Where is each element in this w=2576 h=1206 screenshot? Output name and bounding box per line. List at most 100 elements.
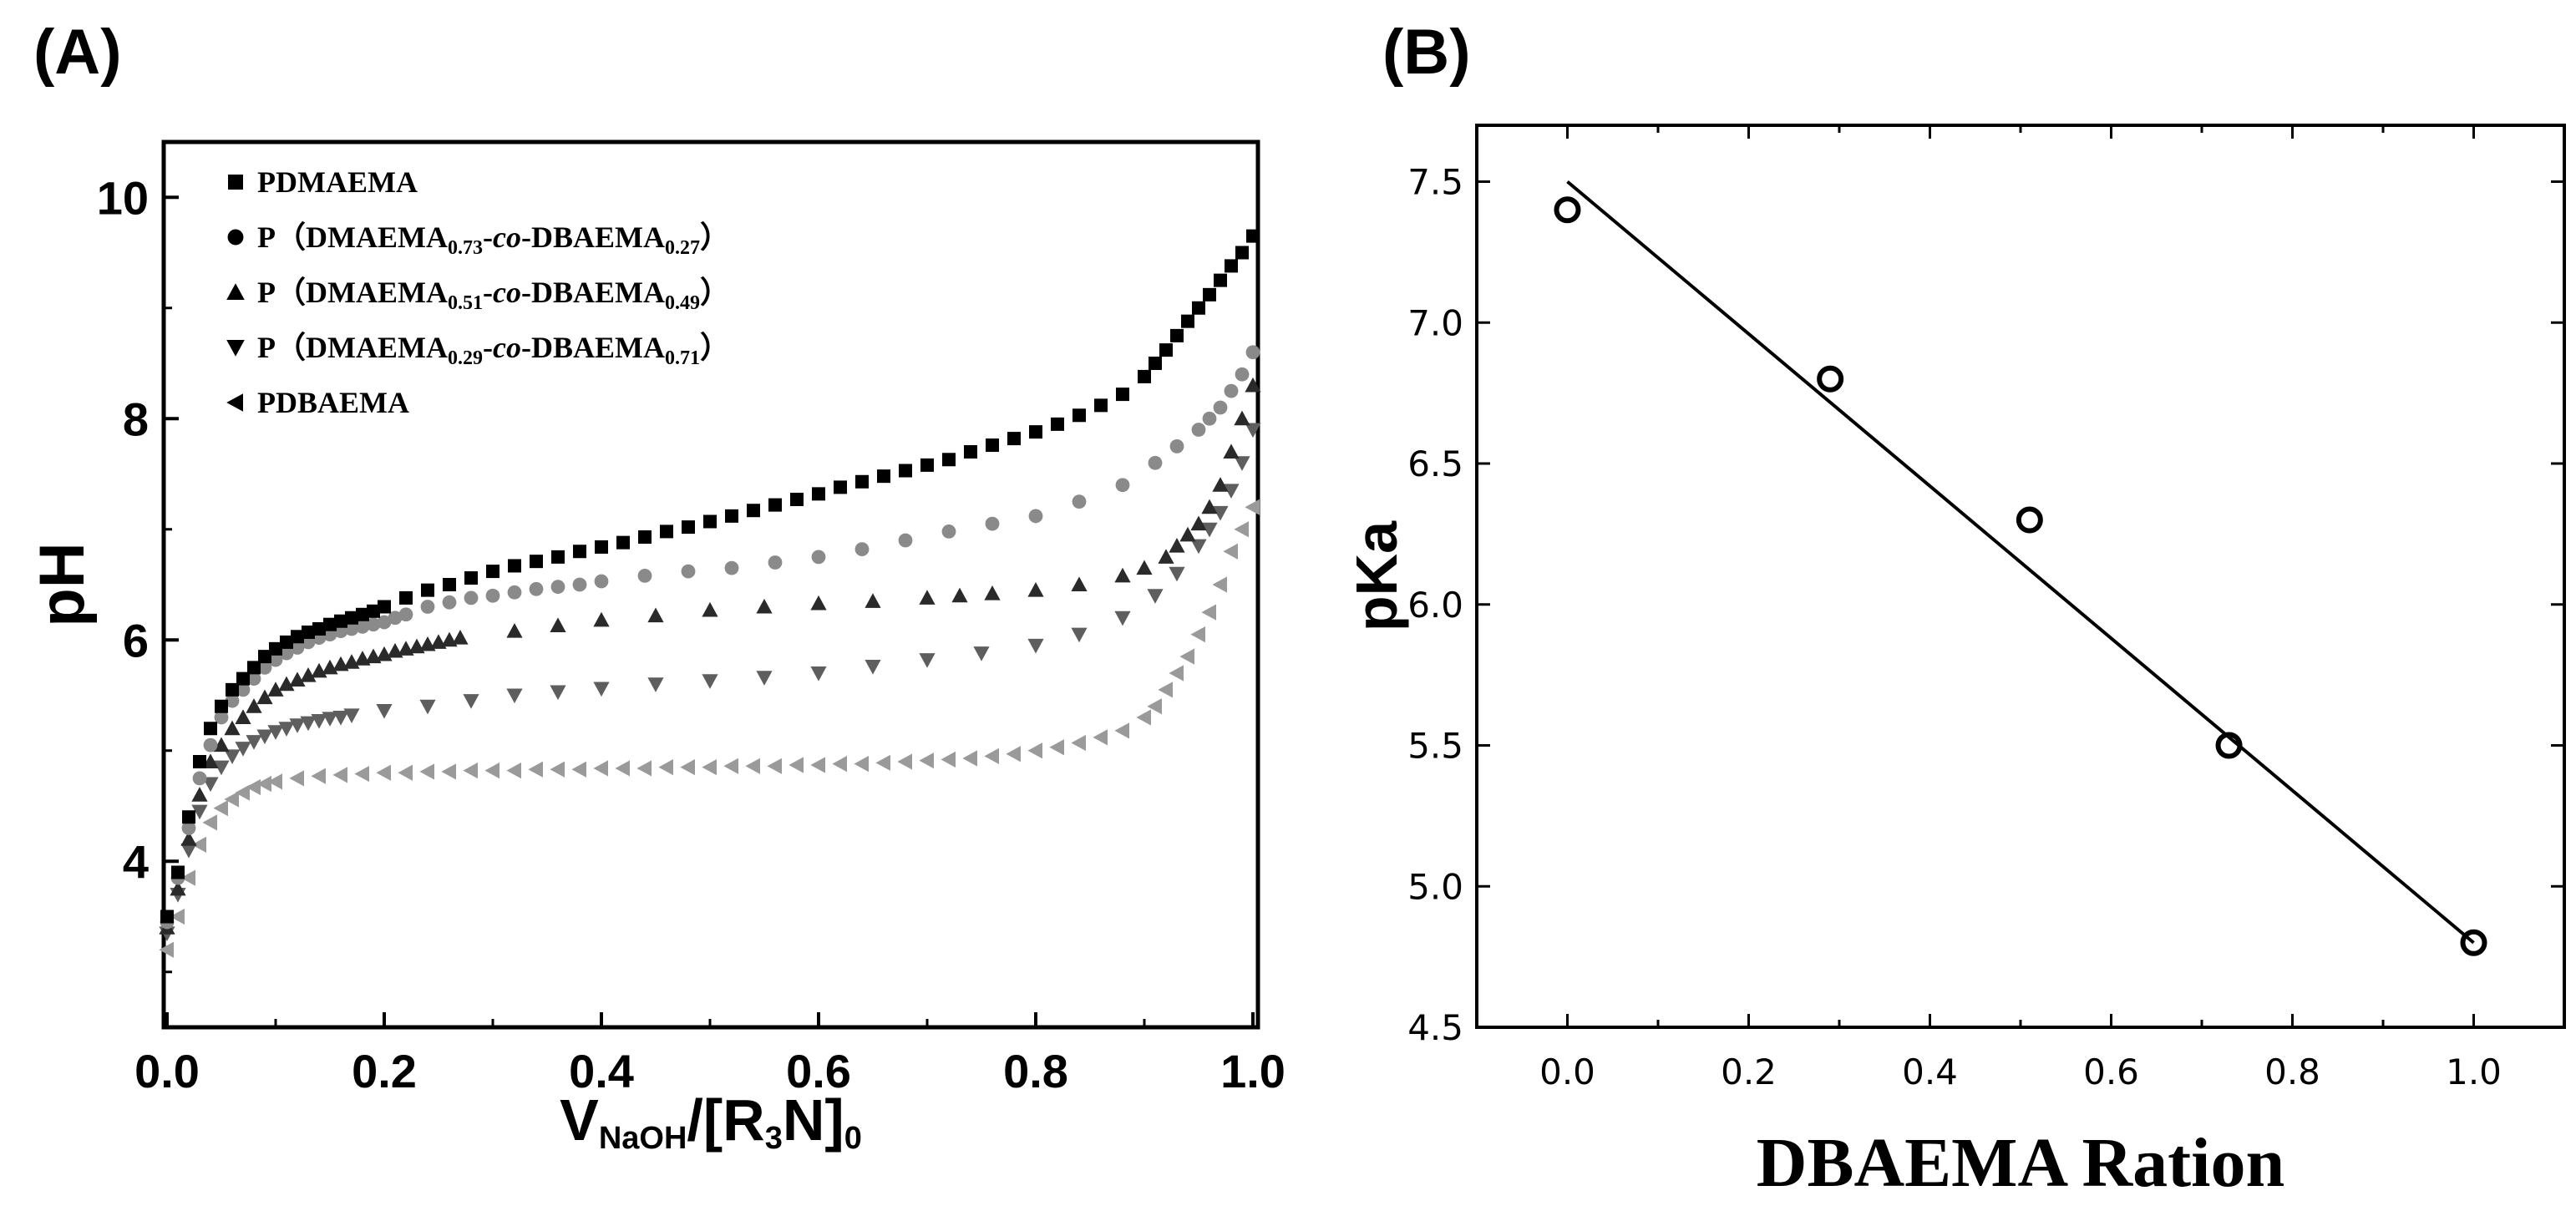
data-point-triangle-left bbox=[702, 759, 717, 776]
data-point-square bbox=[964, 445, 977, 459]
data-point-circle bbox=[1224, 383, 1239, 398]
data-point-triangle-down bbox=[300, 716, 317, 732]
data-point-square bbox=[1029, 425, 1042, 439]
y-tick-label: 6.5 bbox=[1407, 443, 1463, 484]
data-point-triangle-up bbox=[984, 585, 1001, 600]
x-tick-label: 0.4 bbox=[1902, 1051, 1958, 1092]
data-point-triangle-left bbox=[311, 768, 326, 784]
data-point-triangle-left bbox=[832, 756, 847, 773]
data-point-triangle-up bbox=[951, 587, 968, 603]
data-point-triangle-up bbox=[647, 607, 664, 623]
data-point-triangle-left bbox=[636, 760, 652, 777]
data-point-square bbox=[486, 565, 499, 579]
data-point-open-circle bbox=[1817, 365, 1844, 393]
data-point-square bbox=[378, 600, 391, 614]
legend-marker-triangle-up bbox=[226, 283, 245, 300]
data-point-square bbox=[1192, 301, 1205, 315]
panel-a-legend: PDMAEMA P（DMAEMA0.73-co-DBAEMA0.27） P（DMAE… bbox=[226, 165, 730, 419]
data-point-square bbox=[1214, 273, 1227, 287]
data-point-triangle-down bbox=[267, 725, 284, 740]
data-point-circle bbox=[464, 590, 479, 606]
data-point-triangle-up bbox=[180, 831, 197, 846]
data-point-triangle-up bbox=[810, 595, 827, 611]
data-point-triangle-down bbox=[973, 646, 990, 661]
data-point-triangle-left bbox=[332, 767, 347, 783]
panel-b-y-label: pKa bbox=[1344, 520, 1409, 631]
data-point-square bbox=[616, 535, 630, 550]
data-point-square bbox=[356, 607, 369, 621]
panel-b-letter: (B) bbox=[1382, 17, 1471, 88]
data-point-circle bbox=[1202, 411, 1217, 426]
panel-b-ticks: 0.0 0.2 0.4 0.6 0.8 1.0 4.5 5.0 5.5 6.0 6.5 7.0 7.5 bbox=[1407, 125, 2566, 1092]
data-point-triangle-left bbox=[571, 761, 586, 778]
data-point-triangle-down bbox=[550, 685, 566, 701]
data-point-square bbox=[855, 474, 869, 489]
data-point-triangle-down bbox=[810, 666, 827, 682]
data-point-triangle-down bbox=[593, 682, 610, 697]
x-tick-label: 0.0 bbox=[134, 1045, 200, 1097]
data-point-square bbox=[899, 464, 912, 478]
data-point-square bbox=[551, 550, 565, 564]
data-point-square bbox=[269, 641, 282, 656]
data-point-triangle-left bbox=[1093, 729, 1108, 746]
data-point-triangle-down bbox=[1147, 589, 1164, 604]
data-point-circle bbox=[192, 771, 207, 786]
data-point-circle bbox=[507, 585, 522, 600]
data-point-triangle-up bbox=[289, 671, 306, 687]
data-point-circle bbox=[529, 581, 544, 596]
data-point-square bbox=[280, 635, 293, 649]
data-point-circle bbox=[724, 560, 739, 575]
data-point-triangle-left bbox=[615, 760, 630, 777]
data-point-triangle-left bbox=[1136, 709, 1151, 726]
data-point-triangle-left bbox=[854, 756, 869, 773]
data-point-triangle-down bbox=[463, 694, 479, 709]
data-point-square bbox=[768, 498, 782, 512]
data-point-open-circle bbox=[2460, 929, 2487, 956]
data-point-triangle-up bbox=[1179, 526, 1196, 542]
panel-a-ticks: 0.0 0.2 0.4 0.6 0.8 1.0 4 6 8 10 bbox=[97, 171, 1285, 1097]
data-point-triangle-up bbox=[1158, 549, 1174, 564]
data-point-square bbox=[236, 671, 250, 686]
data-point-square bbox=[399, 590, 413, 605]
data-point-triangle-left bbox=[1169, 665, 1184, 682]
y-tick-label: 6.0 bbox=[1407, 585, 1463, 626]
data-point-square bbox=[1051, 417, 1064, 431]
data-point-circle bbox=[768, 555, 783, 570]
data-point-triangle-left bbox=[1190, 626, 1205, 643]
data-point-triangle-left bbox=[550, 761, 565, 778]
data-point-triangle-left bbox=[419, 763, 434, 780]
data-point-triangle-down bbox=[647, 677, 664, 692]
panel-b-frame bbox=[1475, 124, 2566, 1029]
data-point-triangle-down bbox=[1071, 627, 1088, 643]
panel-b-x-label: DBAEMA Ration bbox=[1757, 1124, 2284, 1202]
data-point-square bbox=[312, 622, 326, 636]
data-point-square bbox=[725, 509, 738, 523]
data-point-circle bbox=[442, 595, 457, 610]
data-point-triangle-left bbox=[593, 760, 608, 777]
data-point-square bbox=[1203, 287, 1216, 302]
data-point-triangle-down bbox=[1169, 566, 1185, 582]
data-point-square bbox=[1072, 408, 1086, 423]
y-tick-label: 5.0 bbox=[1407, 866, 1463, 907]
data-point-square bbox=[291, 630, 304, 644]
panel-a: (A) 0.0 0.2 0.4 0.6 0.8 1.0 4 6 8 10 PDMAEMA P（DMA… bbox=[27, 17, 1285, 1156]
data-point-triangle-left bbox=[506, 763, 521, 779]
data-point-circle bbox=[388, 611, 403, 626]
data-point-triangle-left bbox=[680, 759, 695, 776]
data-point-triangle-left bbox=[1179, 648, 1194, 665]
panel-a-y-label: pH bbox=[27, 542, 98, 626]
data-point-square bbox=[421, 583, 434, 597]
data-point-square bbox=[160, 910, 174, 924]
data-point-square bbox=[204, 722, 217, 736]
data-point-circle bbox=[225, 693, 240, 708]
data-point-triangle-up bbox=[256, 689, 273, 705]
data-point-square bbox=[323, 617, 337, 631]
data-point-circle bbox=[985, 516, 1000, 531]
data-point-square bbox=[573, 545, 586, 559]
legend-label: PDBAEMA bbox=[257, 386, 409, 419]
panel-a-points bbox=[159, 229, 1261, 958]
y-tick-label: 8 bbox=[123, 393, 149, 445]
data-point-triangle-up bbox=[300, 667, 317, 682]
panel-b: (B) 0.0 0.2 0.4 0.6 0.8 1.0 4.5 5.0 5.5 6.0 6.5 7.0… bbox=[1344, 17, 2566, 1202]
